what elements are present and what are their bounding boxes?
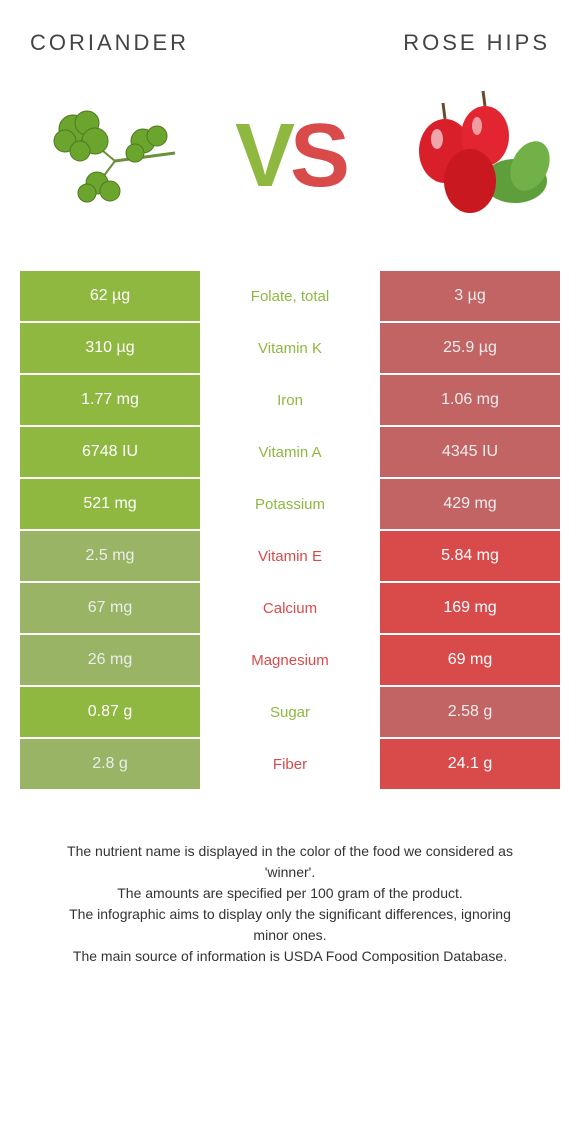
- nutrient-name: Magnesium: [200, 635, 380, 685]
- table-row: 1.77 mgIron1.06 mg: [20, 375, 560, 427]
- nutrient-name: Vitamin A: [200, 427, 380, 477]
- right-value: 1.06 mg: [380, 375, 560, 425]
- right-value: 5.84 mg: [380, 531, 560, 581]
- table-row: 2.8 gFiber24.1 g: [20, 739, 560, 791]
- right-value: 25.9 µg: [380, 323, 560, 373]
- footer-line-3: The infographic aims to display only the…: [50, 904, 530, 946]
- nutrient-name: Potassium: [200, 479, 380, 529]
- nutrient-name: Vitamin K: [200, 323, 380, 373]
- rosehip-image: [375, 81, 555, 231]
- left-value: 6748 IU: [20, 427, 200, 477]
- left-value: 67 mg: [20, 583, 200, 633]
- left-value: 0.87 g: [20, 687, 200, 737]
- right-value: 429 mg: [380, 479, 560, 529]
- nutrient-name: Vitamin E: [200, 531, 380, 581]
- table-row: 521 mgPotassium429 mg: [20, 479, 560, 531]
- left-value: 62 µg: [20, 271, 200, 321]
- nutrient-name: Sugar: [200, 687, 380, 737]
- table-row: 26 mgMagnesium69 mg: [20, 635, 560, 687]
- nutrient-name: Calcium: [200, 583, 380, 633]
- left-value: 2.8 g: [20, 739, 200, 789]
- right-value: 24.1 g: [380, 739, 560, 789]
- right-value: 4345 IU: [380, 427, 560, 477]
- vs-label: VS: [235, 105, 345, 208]
- footer-line-2: The amounts are specified per 100 gram o…: [50, 883, 530, 904]
- table-row: 67 mgCalcium169 mg: [20, 583, 560, 635]
- right-food-title: Rose hips: [403, 30, 550, 56]
- right-value: 169 mg: [380, 583, 560, 633]
- left-value: 26 mg: [20, 635, 200, 685]
- coriander-image: [25, 81, 205, 231]
- table-row: 310 µgVitamin K25.9 µg: [20, 323, 560, 375]
- table-row: 2.5 mgVitamin E5.84 mg: [20, 531, 560, 583]
- footer-line-4: The main source of information is USDA F…: [50, 946, 530, 967]
- header: Coriander Rose hips: [20, 30, 560, 56]
- table-row: 0.87 gSugar2.58 g: [20, 687, 560, 739]
- nutrient-name: Iron: [200, 375, 380, 425]
- comparison-table: 62 µgFolate, total3 µg310 µgVitamin K25.…: [20, 271, 560, 791]
- table-row: 62 µgFolate, total3 µg: [20, 271, 560, 323]
- left-value: 310 µg: [20, 323, 200, 373]
- left-value: 1.77 mg: [20, 375, 200, 425]
- images-row: VS: [20, 81, 560, 231]
- nutrient-name: Fiber: [200, 739, 380, 789]
- vs-v: V: [235, 106, 290, 206]
- left-food-title: Coriander: [30, 30, 189, 56]
- nutrient-name: Folate, total: [200, 271, 380, 321]
- right-value: 2.58 g: [380, 687, 560, 737]
- footer-text: The nutrient name is displayed in the co…: [20, 841, 560, 967]
- left-value: 521 mg: [20, 479, 200, 529]
- right-value: 3 µg: [380, 271, 560, 321]
- table-row: 6748 IUVitamin A4345 IU: [20, 427, 560, 479]
- right-value: 69 mg: [380, 635, 560, 685]
- left-value: 2.5 mg: [20, 531, 200, 581]
- vs-s: S: [290, 106, 345, 206]
- footer-line-1: The nutrient name is displayed in the co…: [50, 841, 530, 883]
